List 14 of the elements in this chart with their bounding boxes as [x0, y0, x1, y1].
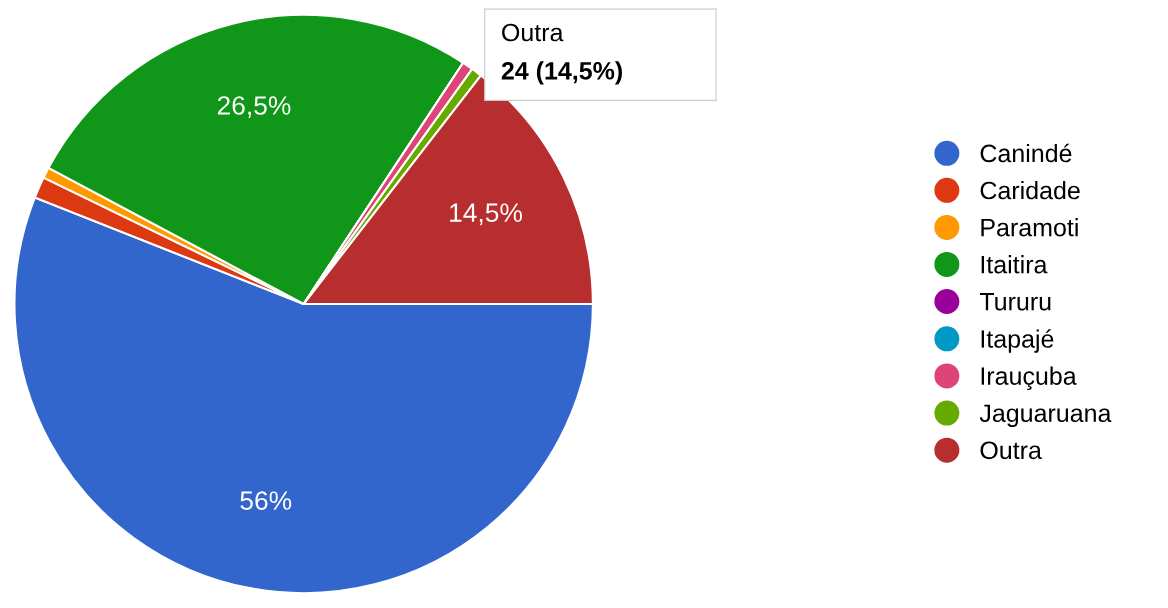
legend-label: Outra	[980, 441, 1042, 460]
legend-label: Tururu	[979, 293, 1051, 311]
legend-label: Itaitira	[981, 255, 1048, 274]
data-label: 14,5%	[450, 203, 522, 226]
data-label: 26,5%	[217, 96, 291, 118]
text: Outra	[502, 23, 564, 42]
legend-label: Paramoti	[981, 218, 1078, 237]
legend-label: Itapajé	[981, 329, 1054, 353]
text: 24 (14,5%)	[501, 61, 622, 85]
legend-label: Canindé	[980, 143, 1072, 163]
data-label: 56%	[240, 491, 292, 510]
legend-label: Jaguaruana	[979, 404, 1112, 428]
legend-label: Irauçuba	[981, 366, 1077, 390]
legend-label: Caridade	[980, 180, 1080, 200]
